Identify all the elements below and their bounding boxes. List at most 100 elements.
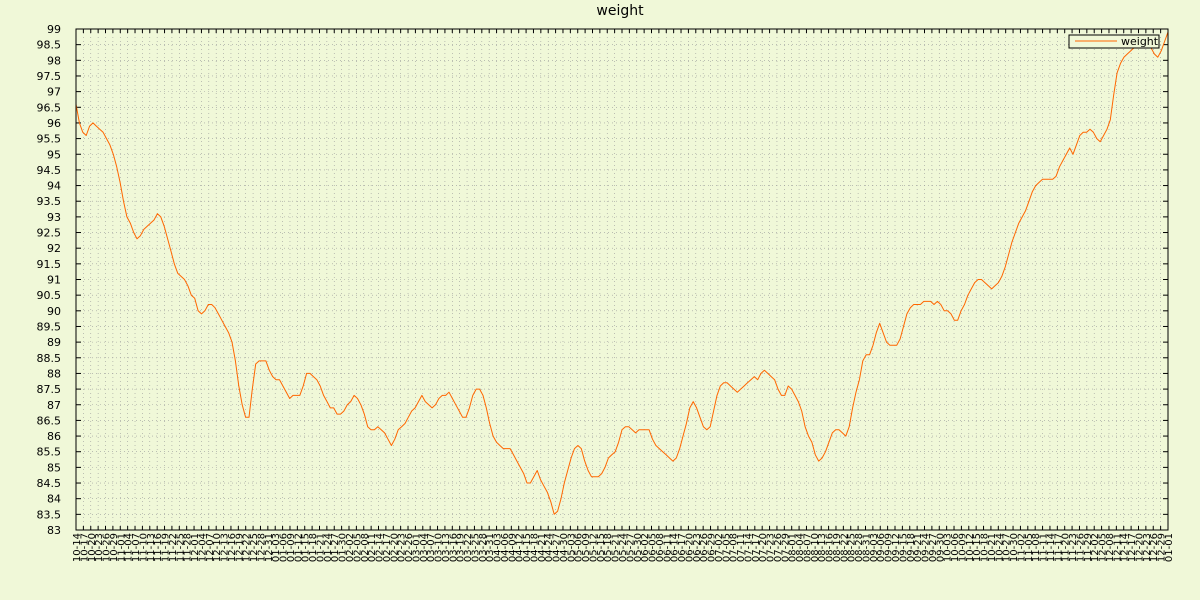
x-tick-label: 11-10 bbox=[138, 533, 149, 562]
x-tick-label: 11-08 bbox=[1031, 533, 1042, 562]
x-tick-label: 01-27 bbox=[330, 533, 341, 562]
x-tick-labels: 10-1410-1710-2010-2310-2610-2911-0111-04… bbox=[72, 533, 1175, 562]
x-tick-label: 08-28 bbox=[854, 533, 865, 562]
x-tick-label: 03-16 bbox=[448, 533, 459, 562]
series-layer bbox=[75, 31, 1169, 515]
y-tick-label: 91 bbox=[47, 274, 61, 287]
x-tick-label: 01-03 bbox=[271, 533, 282, 562]
legend: weight bbox=[1068, 34, 1160, 49]
y-tick-label: 83 bbox=[47, 524, 61, 537]
x-tick-label: 07-17 bbox=[751, 533, 762, 562]
x-tick-label: 06-11 bbox=[662, 533, 673, 562]
x-tick-label: 11-29 bbox=[1083, 533, 1094, 562]
x-tick-label: 12-05 bbox=[1098, 533, 1109, 562]
x-tick-label: 12-07 bbox=[205, 533, 216, 562]
x-tick-label: 01-15 bbox=[301, 533, 312, 562]
x-tick-label: 02-20 bbox=[389, 533, 400, 562]
x-tick-label: 02-17 bbox=[382, 533, 393, 562]
x-tick-label: 01-12 bbox=[293, 533, 304, 562]
x-tick-label: 12-13 bbox=[220, 533, 231, 562]
x-tick-label: 06-08 bbox=[655, 533, 666, 562]
x-tick-label: 07-29 bbox=[780, 533, 791, 562]
x-tick-label: 09-21 bbox=[913, 533, 924, 562]
y-tick-label: 90 bbox=[47, 305, 61, 318]
x-tick-label: 11-02 bbox=[1016, 533, 1027, 562]
x-tick-label: 08-22 bbox=[839, 533, 850, 562]
x-tick-label: 03-28 bbox=[478, 533, 489, 562]
y-tick-labels: 83 83.5 84 84.5 85 85.5 86 86.5 87 87.5 88 88.5 89 89… bbox=[37, 23, 62, 537]
x-tick-label: 02-26 bbox=[404, 533, 415, 562]
y-tick-label: 87.5 bbox=[37, 383, 62, 396]
x-tick-label: 12-14 bbox=[1120, 533, 1131, 562]
x-tick-label: 12-20 bbox=[1134, 533, 1145, 562]
x-tick-label: 11-26 bbox=[1075, 533, 1086, 562]
y-tick-label: 95 bbox=[47, 148, 61, 161]
x-tick-label: 10-17 bbox=[79, 533, 90, 562]
x-tick-label: 10-26 bbox=[102, 533, 113, 562]
x-tick-label: 02-11 bbox=[367, 533, 378, 562]
x-tick-label: 02-14 bbox=[375, 533, 386, 562]
x-tick-label: 08-31 bbox=[861, 533, 872, 562]
y-tick-label: 84.5 bbox=[37, 477, 62, 490]
x-tick-label: 10-09 bbox=[957, 533, 968, 562]
x-tick-label: 07-26 bbox=[773, 533, 784, 562]
x-tick-label: 07-23 bbox=[766, 533, 777, 562]
x-tick-label: 02-05 bbox=[352, 533, 363, 562]
x-tick-label: 09-24 bbox=[921, 533, 932, 562]
x-tick-label: 12-11 bbox=[1112, 533, 1123, 562]
x-tick-label: 08-13 bbox=[817, 533, 828, 562]
x-tick-label: 12-17 bbox=[1127, 533, 1138, 562]
x-tick-label: 04-03 bbox=[493, 533, 504, 562]
x-tick-label: 04-06 bbox=[500, 533, 511, 562]
y-tick-label: 85 bbox=[47, 461, 61, 474]
x-tick-label: 04-21 bbox=[537, 533, 548, 562]
x-tick-label: 08-19 bbox=[832, 533, 843, 562]
x-tick-label: 07-14 bbox=[743, 533, 754, 562]
y-tick-label: 98.5 bbox=[37, 39, 62, 52]
x-tick-label: 10-23 bbox=[94, 533, 105, 562]
x-tick-label: 01-09 bbox=[286, 533, 297, 562]
x-tick-label: 06-14 bbox=[670, 533, 681, 562]
y-tick-label: 92.5 bbox=[37, 227, 62, 240]
x-tick-label: 02-02 bbox=[345, 533, 356, 562]
x-tick-label: 03-04 bbox=[419, 533, 430, 562]
x-tick-label: 07-11 bbox=[736, 533, 747, 562]
x-tick-label: 12-29 bbox=[1157, 533, 1168, 562]
x-tick-label: 12-28 bbox=[256, 533, 267, 562]
x-tick-label: 08-16 bbox=[825, 533, 836, 562]
x-tick-label: 02-23 bbox=[397, 533, 408, 562]
x-tick-label: 06-23 bbox=[692, 533, 703, 562]
y-tick-label: 95.5 bbox=[37, 133, 62, 146]
x-tick-label: 03-01 bbox=[411, 533, 422, 562]
x-tick-label: 10-15 bbox=[972, 533, 983, 562]
x-tick-label: 12-19 bbox=[234, 533, 245, 562]
x-tick-label: 03-25 bbox=[470, 533, 481, 562]
y-tick-label: 89 bbox=[47, 336, 61, 349]
x-tick-label: 04-09 bbox=[507, 533, 518, 562]
y-tick-label: 99 bbox=[47, 23, 61, 36]
x-tick-label: 05-06 bbox=[574, 533, 585, 562]
y-tick-label: 83.5 bbox=[37, 508, 62, 521]
x-tick-label: 05-03 bbox=[566, 533, 577, 562]
x-tick-label: 12-25 bbox=[249, 533, 260, 562]
x-tick-label: 06-26 bbox=[699, 533, 710, 562]
x-tick-label: 04-15 bbox=[522, 533, 533, 562]
x-tick-label: 05-21 bbox=[611, 533, 622, 562]
x-tick-label: 11-14 bbox=[1046, 533, 1057, 562]
y-tick-label: 94 bbox=[47, 180, 61, 193]
x-tick-label: 04-12 bbox=[515, 533, 526, 562]
x-tick-label: 03-10 bbox=[434, 533, 445, 562]
x-tick-label: 05-27 bbox=[625, 533, 636, 562]
x-tick-label: 10-12 bbox=[965, 533, 976, 562]
x-tick-label: 10-21 bbox=[987, 533, 998, 562]
x-tick-label: 10-18 bbox=[980, 533, 991, 562]
x-tick-label: 11-04 bbox=[124, 533, 135, 562]
y-tick-label: 86 bbox=[47, 430, 61, 443]
x-tick-label: 10-20 bbox=[87, 533, 98, 562]
y-tick-label: 89.5 bbox=[37, 320, 62, 333]
x-tick-label: 05-15 bbox=[596, 533, 607, 562]
y-tick-label: 85.5 bbox=[37, 446, 62, 459]
x-tick-label: 12-10 bbox=[212, 533, 223, 562]
x-tick-label: 03-07 bbox=[426, 533, 437, 562]
